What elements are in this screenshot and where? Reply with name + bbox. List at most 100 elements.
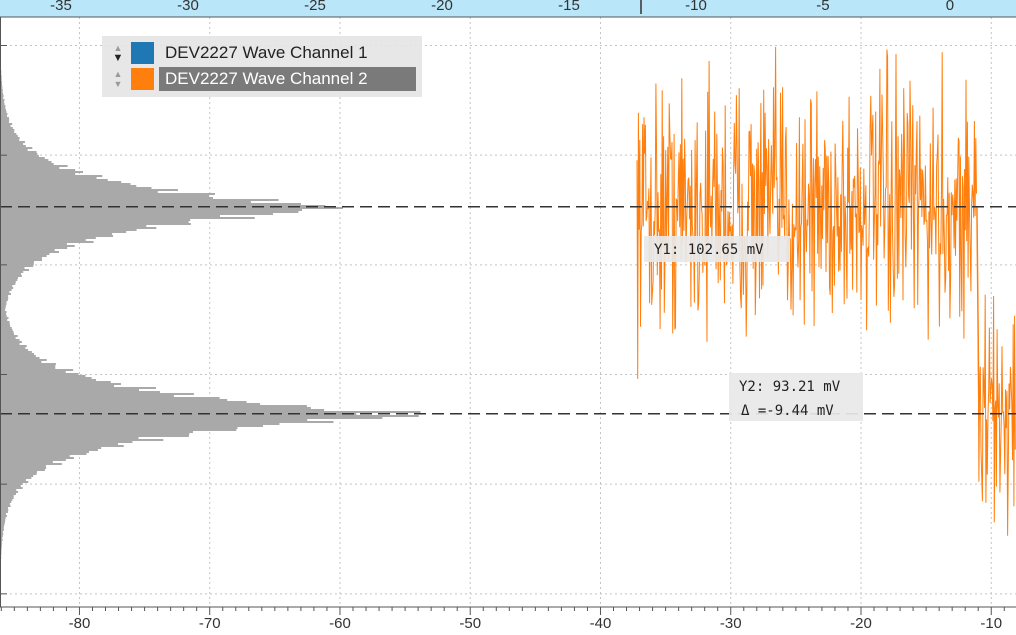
histogram-bar bbox=[0, 183, 131, 185]
histogram-bar bbox=[0, 259, 42, 261]
histogram-bar bbox=[0, 459, 66, 461]
histogram-bar bbox=[0, 385, 115, 387]
legend-label-channel-2[interactable]: DEV2227 Wave Channel 2 bbox=[159, 67, 416, 91]
histogram-bar bbox=[0, 439, 164, 441]
bottom-tick-label: -20 bbox=[850, 615, 872, 632]
histogram bbox=[0, 65, 421, 559]
histogram-bar bbox=[0, 539, 3, 541]
histogram-bar bbox=[0, 271, 24, 273]
histogram-bar bbox=[0, 243, 67, 245]
histogram-bar bbox=[0, 349, 29, 351]
bottom-tick-label: -10 bbox=[980, 615, 1002, 632]
histogram-bar bbox=[0, 179, 108, 181]
histogram-bar bbox=[0, 265, 34, 267]
histogram-bar bbox=[0, 403, 261, 405]
legend-item-channel-2[interactable]: ▲ ▼ DEV2227 Wave Channel 2 bbox=[102, 67, 422, 91]
cursor-lines[interactable]: Y1: 102.65 mV Y2: 93.21 mV Δ =-9.44 mV bbox=[0, 205, 1016, 421]
histogram-bar bbox=[0, 85, 3, 87]
histogram-bar bbox=[0, 117, 9, 119]
histogram-bar bbox=[0, 217, 255, 219]
histogram-bar bbox=[0, 213, 274, 215]
legend-item-channel-1[interactable]: ▲ ▼ DEV2227 Wave Channel 1 bbox=[102, 41, 422, 65]
histogram-bar bbox=[0, 375, 86, 377]
grid-lines bbox=[0, 17, 1016, 607]
histogram-bar bbox=[0, 297, 9, 299]
histogram-bar bbox=[0, 255, 47, 257]
cursor-delta-label: Δ =-9.44 mV bbox=[741, 403, 834, 419]
bottom-tick-label: -40 bbox=[590, 615, 612, 632]
histogram-bar bbox=[0, 127, 13, 129]
histogram-bar bbox=[0, 269, 30, 271]
histogram-bar bbox=[0, 105, 6, 107]
histogram-bar bbox=[0, 223, 191, 225]
histogram-bar bbox=[0, 387, 156, 389]
histogram-bar bbox=[0, 389, 139, 391]
histogram-bar bbox=[0, 317, 9, 319]
histogram-bar bbox=[0, 443, 119, 445]
histogram-bar bbox=[0, 381, 111, 383]
histogram-bar bbox=[0, 113, 8, 115]
histogram-bar bbox=[0, 103, 5, 105]
histogram-bar bbox=[0, 485, 21, 487]
histogram-bar bbox=[0, 207, 343, 209]
histogram-bar bbox=[0, 303, 7, 305]
histogram-bar bbox=[0, 475, 34, 477]
histogram-bar bbox=[0, 395, 174, 397]
histogram-bar bbox=[0, 505, 11, 507]
histogram-bar bbox=[0, 331, 14, 333]
histogram-bar bbox=[0, 431, 193, 433]
histogram-bar bbox=[0, 93, 4, 95]
bottom-tick-label: -50 bbox=[459, 615, 481, 632]
histogram-bar bbox=[0, 203, 301, 205]
legend-label-channel-1[interactable]: DEV2227 Wave Channel 1 bbox=[165, 43, 368, 62]
histogram-bar bbox=[0, 289, 12, 291]
histogram-bar bbox=[0, 231, 127, 233]
histogram-bar bbox=[0, 229, 137, 231]
histogram-bar bbox=[0, 141, 25, 143]
histogram-bar bbox=[0, 493, 16, 495]
histogram-bar bbox=[0, 523, 5, 525]
histogram-bar bbox=[0, 285, 13, 287]
histogram-bar bbox=[0, 357, 40, 359]
histogram-bar bbox=[0, 467, 47, 469]
histogram-bar bbox=[0, 361, 42, 363]
legend[interactable]: ▲ ▼ DEV2227 Wave Channel 1 ▲ ▼ DEV2227 Wav… bbox=[102, 36, 422, 97]
histogram-bar bbox=[0, 477, 32, 479]
histogram-bar bbox=[0, 123, 13, 125]
top-tick-label: -15 bbox=[558, 0, 580, 14]
reorder-arrows-icon[interactable]: ▲ ▼ bbox=[112, 43, 124, 64]
histogram-bar bbox=[0, 115, 8, 117]
histogram-bar bbox=[0, 193, 215, 195]
histogram-bar bbox=[0, 499, 13, 501]
histogram-bar bbox=[0, 249, 55, 251]
histogram-bar bbox=[0, 151, 37, 153]
histogram-bar bbox=[0, 355, 36, 357]
histogram-bar bbox=[0, 515, 7, 517]
histogram-bar bbox=[0, 337, 16, 339]
histogram-bar bbox=[0, 275, 22, 277]
histogram-bar bbox=[0, 379, 96, 381]
histogram-bar bbox=[0, 441, 133, 443]
histogram-bar bbox=[0, 491, 19, 493]
histogram-bar bbox=[0, 393, 194, 395]
histogram-bar bbox=[0, 185, 137, 187]
histogram-bar bbox=[0, 479, 26, 481]
histogram-bar bbox=[0, 89, 3, 91]
histogram-bar bbox=[0, 157, 45, 159]
histogram-bar bbox=[0, 399, 228, 401]
histogram-bar bbox=[0, 465, 46, 467]
histogram-bar bbox=[0, 453, 87, 455]
reorder-arrows-icon[interactable]: ▲ ▼ bbox=[113, 69, 123, 89]
histogram-bar bbox=[0, 445, 124, 447]
histogram-bar bbox=[0, 137, 20, 139]
cursor-label-y2: Y2: 93.21 mV bbox=[739, 379, 841, 395]
histogram-bar bbox=[0, 125, 11, 127]
histogram-bar bbox=[0, 139, 20, 141]
histogram-bar bbox=[0, 469, 45, 471]
histogram-bar bbox=[0, 215, 220, 217]
histogram-bar bbox=[0, 175, 103, 177]
histogram-bar bbox=[0, 237, 96, 239]
histogram-bar bbox=[0, 421, 334, 423]
histogram-bar bbox=[0, 537, 3, 539]
